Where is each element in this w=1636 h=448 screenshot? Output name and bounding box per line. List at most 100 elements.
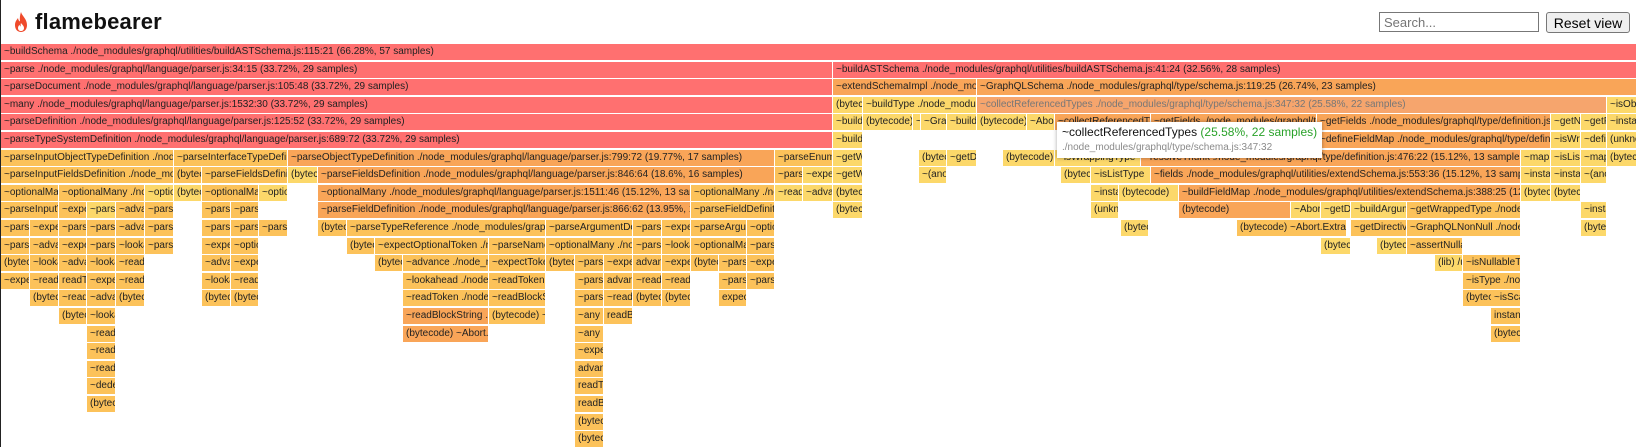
flame-frame[interactable]: ~parseArgumentDefs (691, 220, 747, 237)
flame-frame[interactable]: ~readToken (30, 273, 59, 290)
flame-frame[interactable]: (bytecode) (1377, 238, 1407, 255)
flame-frame[interactable]: ~parseFieldsDefinition ./node_modules/gr… (318, 167, 775, 184)
flame-frame[interactable]: ~fields ./node_modules/graphql/utilities… (1151, 167, 1521, 184)
flame-frame[interactable]: (bytecode) (662, 290, 691, 307)
flame-frame[interactable]: ~buildSchema ./node_modules/graphql/util… (1, 44, 1636, 61)
flame-frame[interactable]: ~instanceOf (1551, 167, 1581, 184)
flame-frame[interactable]: ~expectToken ./node (489, 255, 546, 272)
flame-frame[interactable]: ~parseFieldDefinition (202, 202, 231, 219)
flame-frame[interactable]: ~expectToken (87, 273, 116, 290)
flame-frame[interactable]: ~buildType ./node_modules/graphql (863, 97, 977, 114)
flame-frame[interactable]: ~expectToken (662, 220, 691, 237)
flame-frame[interactable]: ~readToken (87, 326, 116, 343)
flame-frame[interactable]: (bytecode) (59, 308, 87, 325)
flame-frame[interactable]: ~readToken (633, 273, 662, 290)
flame-frame[interactable]: ~parseFieldDefinition ./node_modules/gra… (318, 202, 691, 219)
flame-frame[interactable]: ~parseName ./node_modules (489, 238, 546, 255)
flame-frame[interactable]: (bytecode) (87, 396, 116, 413)
flame-frame[interactable]: ~parseName (633, 238, 662, 255)
flame-frame[interactable]: ~parseStringLiteral (747, 273, 775, 290)
flame-frame[interactable]: (bytecode) (231, 290, 259, 307)
flame-frame[interactable]: ~getWrappedType ./node_modules (1407, 202, 1521, 219)
flame-frame[interactable]: ~assertNullableType (1407, 238, 1463, 255)
flame-frame[interactable]: ~expectToken (30, 220, 59, 237)
flame-graph[interactable]: ~buildSchema ./node_modules/graphql/util… (1, 44, 1636, 448)
flame-frame[interactable]: ~optionalMany ./node_modules/graphql/lan… (318, 185, 691, 202)
flame-frame[interactable]: ~expectToken (747, 255, 775, 272)
flame-frame[interactable]: ~getFields ./node_modules/graphql/type/d… (1317, 114, 1551, 131)
flame-frame[interactable]: readBlockString (575, 396, 604, 413)
flame-frame[interactable]: ~getWrappedType (833, 167, 863, 184)
flame-frame[interactable]: ~parseName (575, 255, 604, 272)
flame-frame[interactable]: ~expectToken (604, 255, 633, 272)
flame-frame[interactable]: ~isType ./node_modules (1463, 273, 1521, 290)
flame-frame[interactable]: (bytecode) (174, 185, 202, 202)
flame-frame[interactable]: ~expectToken (59, 238, 87, 255)
flame-frame[interactable]: ~expectToken (662, 255, 691, 272)
flame-frame[interactable]: ~parseName (259, 220, 288, 237)
flame-frame[interactable]: (bytecode) (1179, 202, 1291, 219)
flame-frame[interactable]: ~advance (116, 220, 145, 237)
flame-frame[interactable]: ~readToken (775, 185, 803, 202)
flame-frame[interactable]: (lib) /usr/lib (1435, 255, 1463, 272)
flame-frame[interactable]: ~getDirective (1321, 202, 1351, 219)
flame-frame[interactable]: (bytecode) (1581, 220, 1607, 237)
flame-frame[interactable]: (bytecode) ~Abort.ExtraWide (403, 326, 489, 343)
flame-frame[interactable]: ~expectToken (59, 202, 87, 219)
flame-frame[interactable]: ~any (575, 326, 604, 343)
flame-frame[interactable]: ~parseDefinition ./node_modules/graphql/… (1, 114, 833, 131)
flame-frame[interactable]: (bytecode) (1521, 185, 1551, 202)
flame-frame[interactable]: ~parseStringLiteral (145, 238, 174, 255)
flame-frame[interactable]: ~parse ./node_modules/graphql/language/p… (1, 62, 833, 79)
flame-frame[interactable]: ~GraphQLObjectType (921, 114, 947, 131)
flame-frame[interactable]: ~optionalMany (691, 238, 747, 255)
flame-frame[interactable]: (bytecode) (1607, 150, 1636, 167)
flame-frame[interactable]: ~lookahead (662, 238, 691, 255)
flame-frame[interactable]: ~parseName (1, 220, 30, 237)
flame-frame[interactable]: ~Abort.ExtraWide (1291, 202, 1321, 219)
flame-frame[interactable]: ~map (1521, 150, 1551, 167)
flame-frame[interactable]: ~isObjectType (1607, 97, 1636, 114)
flame-frame[interactable]: ~(anonymous) (1581, 167, 1607, 184)
flame-frame[interactable]: (bytecode) (1, 255, 30, 272)
flame-frame[interactable]: (bytecode) (919, 150, 947, 167)
flame-frame[interactable]: (bytecode) (375, 255, 403, 272)
flame-frame[interactable]: ~expectToken (202, 238, 231, 255)
flame-frame[interactable]: (bytecode) (202, 290, 231, 307)
flame-frame[interactable]: ~parseInputFieldsDefinition ./node_modul… (1, 167, 174, 184)
flame-frame[interactable]: ~lookahead (87, 255, 116, 272)
flame-frame[interactable]: (bytecode) (833, 97, 863, 114)
flame-frame[interactable]: (bytecode) (288, 167, 318, 184)
flame-frame[interactable]: ~readToken (489, 273, 546, 290)
flame-frame[interactable]: ~advance (202, 255, 231, 272)
flame-frame[interactable]: ~readToken (116, 255, 145, 272)
flame-frame[interactable]: ~optionalMany ./node_modules (1, 185, 59, 202)
flame-frame[interactable]: ~isNullableType (1463, 255, 1521, 272)
flame-frame[interactable]: (bytecode) (347, 238, 375, 255)
flame-frame[interactable]: ~lookahead ./node_modules (403, 273, 489, 290)
flame-frame[interactable]: ~optionalMany (747, 220, 775, 237)
flame-frame[interactable]: (bytecode) (977, 114, 1027, 131)
flame-frame[interactable]: (unknown) (1091, 202, 1119, 219)
flame-frame[interactable]: ~parseFieldDefinition (87, 202, 116, 219)
flame-frame[interactable]: ~buildASTSchema ./node_modules/graphql/u… (833, 62, 1636, 79)
flame-frame[interactable]: (bytecode) (1551, 185, 1581, 202)
flame-frame[interactable]: ~isListType (1551, 150, 1581, 167)
flame-frame[interactable]: ~parseTypeSystemDefinition ./node_module… (1, 132, 833, 149)
flame-frame[interactable]: (bytecode) (30, 290, 59, 307)
flame-frame[interactable]: (bytecode) (1061, 167, 1091, 184)
flame-frame[interactable]: (bytecode) (1119, 185, 1179, 202)
flame-frame[interactable]: ~expectOptionalToken (803, 167, 833, 184)
flame-frame[interactable]: ~Abort.ExtraWide (1027, 114, 1055, 131)
flame-frame[interactable]: ~lookahead (30, 255, 59, 272)
flame-frame[interactable]: ~parseFieldsDefinition ./node_modules (202, 167, 288, 184)
flame-frame[interactable]: (bytecode) (833, 185, 863, 202)
flame-frame[interactable]: ~parseTypeReference ./node_modules/graph… (347, 220, 546, 237)
flame-frame[interactable]: ~buildFieldMap (833, 132, 863, 149)
flame-frame[interactable]: ~optionalMany (145, 185, 174, 202)
flame-frame[interactable]: advance (604, 273, 633, 290)
flame-frame[interactable]: ~advance (803, 185, 833, 202)
flame-frame[interactable]: readBlockString (604, 308, 633, 325)
flame-frame[interactable]: ~advance (59, 255, 87, 272)
flame-frame[interactable]: (bytecode) (575, 414, 604, 431)
